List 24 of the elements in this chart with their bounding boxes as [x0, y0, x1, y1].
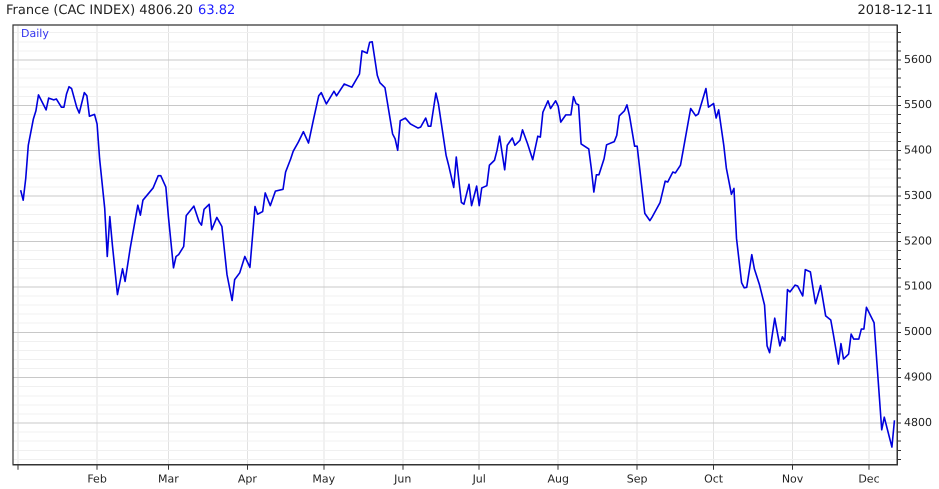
x-tick-label: Dec [858, 472, 880, 486]
y-tick-label: 5000 [904, 325, 932, 338]
x-tick-label: Jun [393, 472, 412, 486]
y-tick-label: 5600 [904, 52, 932, 66]
y-tick-label: 4800 [904, 416, 932, 429]
y-tick-label: 5500 [904, 98, 932, 112]
x-tick-label: Sep [626, 472, 648, 486]
y-tick-label: 5200 [904, 234, 932, 248]
x-tick-label: May [312, 472, 336, 486]
x-tick-label: Jul [472, 472, 486, 486]
x-tick-label: Apr [238, 472, 258, 486]
text: 63.82 [198, 3, 236, 18]
x-tick-label: Mar [158, 472, 180, 486]
y-tick-label: 5100 [904, 280, 932, 293]
y-tick-label: 5400 [904, 144, 932, 157]
x-tick-label: Feb [87, 472, 107, 486]
x-tick-label: Aug [547, 472, 569, 486]
text: 2018-12-11 [857, 3, 933, 18]
chart-subtitle: Daily [21, 27, 49, 40]
x-tick-label: Oct [704, 472, 724, 486]
x-tick-label: Nov [782, 472, 804, 486]
y-tick-label: 5300 [904, 188, 932, 202]
y-tick-label: 4900 [904, 370, 932, 384]
chart-title: France (CAC INDEX) 4806.20 [6, 3, 194, 18]
